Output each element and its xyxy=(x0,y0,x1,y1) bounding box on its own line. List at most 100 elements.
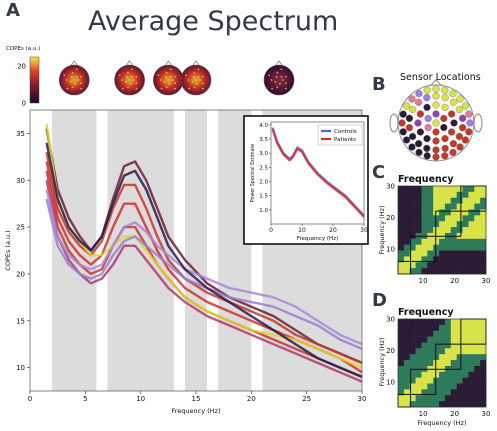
matrix-cell xyxy=(427,262,434,269)
matrix-cell xyxy=(480,232,487,240)
matrix-cell xyxy=(439,203,446,210)
topomap-head xyxy=(114,64,145,96)
sensor-dot xyxy=(416,128,424,136)
matrix-cell xyxy=(444,342,452,349)
matrix-y-tick-label-20: 20 xyxy=(386,347,395,355)
matrix-cell xyxy=(398,244,405,251)
matrix-cell xyxy=(433,227,440,234)
matrix-cell xyxy=(398,197,405,204)
matrix-cell xyxy=(444,360,452,367)
matrix-cell xyxy=(456,268,463,275)
matrix-cell xyxy=(480,250,487,257)
inset-y-tick-label-3: 3.0 xyxy=(259,151,268,157)
matrix-cell xyxy=(462,365,469,373)
topomap-sensor xyxy=(163,80,166,83)
matrix-cell xyxy=(421,238,428,245)
matrix-cell xyxy=(398,377,405,384)
matrix-cell xyxy=(480,215,487,222)
sensor-dot xyxy=(409,132,417,141)
matrix-cell xyxy=(433,336,440,343)
matrix-cell xyxy=(403,330,411,337)
matrix-cell xyxy=(415,319,422,326)
colorbar-label: COPEs (a.u.) xyxy=(6,46,41,52)
matrix-cell xyxy=(462,377,469,384)
y-tick-label-10: 10 xyxy=(16,364,25,372)
matrix-cell xyxy=(403,348,411,355)
sensor-dot xyxy=(456,95,464,103)
sensor-locations-head xyxy=(389,79,483,162)
matrix-cell xyxy=(421,221,428,228)
x-tick-label-15: 15 xyxy=(192,395,201,403)
matrix-cell xyxy=(462,336,469,343)
sensor-dot xyxy=(432,85,440,93)
matrix-cell xyxy=(480,256,487,263)
topomap-sensor xyxy=(201,82,204,85)
x-tick-label-25: 25 xyxy=(302,395,311,403)
matrix-cell xyxy=(480,336,487,343)
matrix-cell xyxy=(439,256,446,263)
matrix-cell xyxy=(480,401,487,408)
main-x-axis-label: Frequency (Hz) xyxy=(171,407,220,415)
matrix-cell xyxy=(468,209,475,216)
matrix-cell xyxy=(433,244,440,251)
matrix-cell xyxy=(456,342,463,349)
matrix-cell xyxy=(415,256,422,263)
topomap-sensor xyxy=(171,79,174,81)
matrix-cell xyxy=(433,324,440,332)
matrix-cell xyxy=(409,197,416,204)
topomap-sensor xyxy=(284,82,287,85)
matrix-cell xyxy=(480,342,487,349)
sensor-dot xyxy=(415,140,423,148)
topomap-sensor xyxy=(126,75,129,78)
colorbar-tick-20: 20 xyxy=(17,63,26,71)
spectrum-line-0 xyxy=(45,128,363,365)
topomap-sensor xyxy=(193,86,196,89)
matrix-cell xyxy=(403,227,411,234)
matrix-cell xyxy=(421,250,428,257)
matrix-cell xyxy=(421,383,428,390)
matrix-cell xyxy=(415,342,422,349)
sensor-dot xyxy=(415,90,423,98)
matrix-cell xyxy=(456,377,463,384)
matrix-cell xyxy=(398,232,405,240)
sensor-dot xyxy=(415,98,423,106)
inset-y-tick-label-1.5: 1.5 xyxy=(259,194,268,200)
matrix-cell xyxy=(403,336,411,343)
matrix-cell xyxy=(409,336,416,343)
matrix-cell xyxy=(456,401,463,408)
panel-letter-b: B xyxy=(372,74,386,95)
matrix-cell xyxy=(480,186,487,193)
matrix-cell xyxy=(439,395,446,402)
matrix-cell xyxy=(462,191,469,199)
matrix-cell xyxy=(480,209,487,216)
topomap-sensor xyxy=(71,86,74,89)
matrix-cell xyxy=(480,377,487,384)
matrix-cell xyxy=(474,365,481,373)
topomap-sensor xyxy=(70,75,73,78)
x-tick-label-0: 0 xyxy=(28,395,32,403)
spectrum-line-6 xyxy=(45,189,363,346)
topomap-sensor xyxy=(135,75,138,78)
matrix-cell xyxy=(415,336,422,343)
matrix-cell xyxy=(468,268,475,275)
matrix-cell xyxy=(409,262,416,269)
matrix-cell xyxy=(462,342,469,349)
matrix-cell xyxy=(462,197,469,204)
matrix-cell xyxy=(450,377,457,384)
matrix-cell xyxy=(444,319,452,326)
sensor-dot xyxy=(403,102,411,110)
matrix-cell xyxy=(403,395,411,402)
matrix-cell xyxy=(439,383,446,390)
topomap-sensor xyxy=(165,71,168,74)
matrix-cell xyxy=(474,383,481,390)
matrix-cell xyxy=(480,191,487,199)
matrix-cell xyxy=(439,244,446,251)
spectrum-line-4 xyxy=(45,180,363,383)
matrix-cell xyxy=(468,232,475,240)
topomap-sensor xyxy=(275,75,278,78)
matrix-cell xyxy=(439,186,446,193)
matrix-cell xyxy=(433,395,440,402)
matrix-cell xyxy=(468,227,475,234)
matrix-cell xyxy=(462,232,469,240)
